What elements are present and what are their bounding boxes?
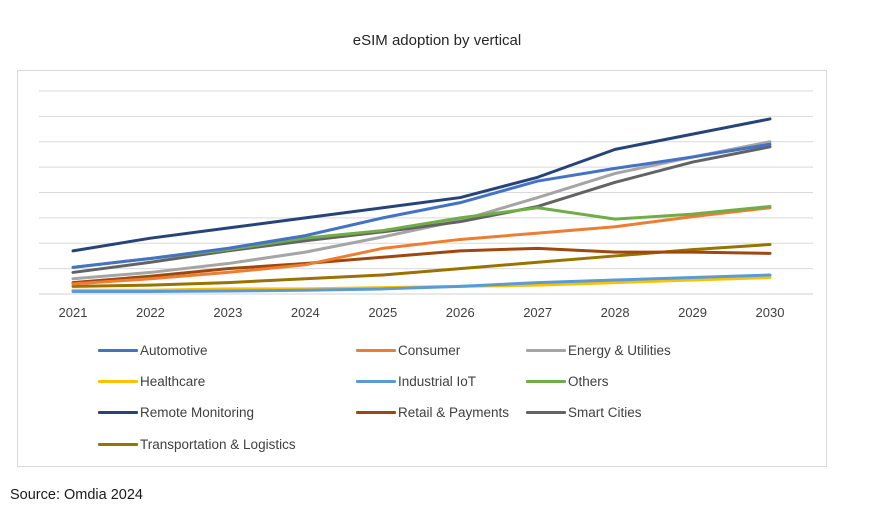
chart-area: 2021 2022 2023 2024 2025 2026 2027 2028 2029 2030…: [17, 70, 827, 467]
x-tick-label: 2029: [678, 305, 707, 320]
legend-item: Remote Monitoring: [98, 405, 254, 420]
legend-label: Retail & Payments: [398, 405, 510, 420]
series-line-energy-utilities: [71, 140, 772, 281]
legend-swatch: [526, 349, 566, 352]
legend-item: Industrial IoT: [356, 374, 476, 389]
series-line-retail-payments: [71, 246, 772, 285]
x-tick-label: 2025: [368, 305, 397, 320]
series-line-industrial-iot: [71, 273, 772, 293]
x-tick-label: 2026: [446, 305, 475, 320]
legend-label: Industrial IoT: [398, 374, 477, 389]
series-line-smart-cities: [71, 145, 772, 274]
legend-item: Others: [526, 374, 609, 389]
legend-swatch: [356, 380, 396, 383]
legend-swatch: [526, 411, 566, 414]
legend-swatch: [526, 380, 566, 383]
plot-svg: 2021 2022 2023 2024 2025 2026 2027 2028 2029 2030: [39, 90, 813, 320]
legend-item: Automotive: [98, 343, 208, 358]
legend-swatch: [98, 380, 138, 383]
legend-swatch: [356, 411, 396, 414]
legend-item: Healthcare: [98, 374, 205, 389]
series-line-automotive: [71, 142, 772, 269]
x-tick-label: 2024: [291, 305, 320, 320]
gridlines: [39, 90, 813, 295]
x-tick-label: 2030: [756, 305, 785, 320]
legend-swatch: [98, 443, 138, 446]
series-line-consumer: [71, 206, 772, 286]
legend-label: Remote Monitoring: [140, 405, 255, 420]
legend-swatch: [356, 349, 396, 352]
legend-label: Smart Cities: [568, 405, 642, 420]
legend-label: Others: [568, 374, 609, 389]
legend-label: Automotive: [140, 343, 208, 358]
series-lines: [71, 117, 772, 293]
legend-item: Consumer: [356, 343, 460, 358]
legend-item: Energy & Utilities: [526, 343, 671, 358]
x-axis-ticks: 2021 2022 2023 2024 2025 2026 2027 2028 2029 2030: [59, 305, 785, 320]
legend-label: Healthcare: [140, 374, 206, 389]
x-tick-label: 2027: [523, 305, 552, 320]
legend-item: Smart Cities: [526, 405, 642, 420]
legend-item: Transportation & Logistics: [98, 437, 296, 452]
x-tick-label: 2021: [59, 305, 88, 320]
legend-label: Consumer: [398, 343, 461, 358]
source-note: Source: Omdia 2024: [10, 487, 143, 503]
legend-swatch: [98, 349, 138, 352]
x-tick-label: 2028: [601, 305, 630, 320]
x-tick-label: 2023: [213, 305, 242, 320]
legend-item: Retail & Payments: [356, 405, 509, 420]
x-tick-label: 2022: [136, 305, 165, 320]
legend-label: Energy & Utilities: [568, 343, 671, 358]
legend-swatch: [98, 411, 138, 414]
legend-label: Transportation & Logistics: [140, 437, 296, 452]
series-line-remote-monitoring: [71, 117, 772, 253]
chart-title: eSIM adoption by vertical: [352, 32, 522, 49]
